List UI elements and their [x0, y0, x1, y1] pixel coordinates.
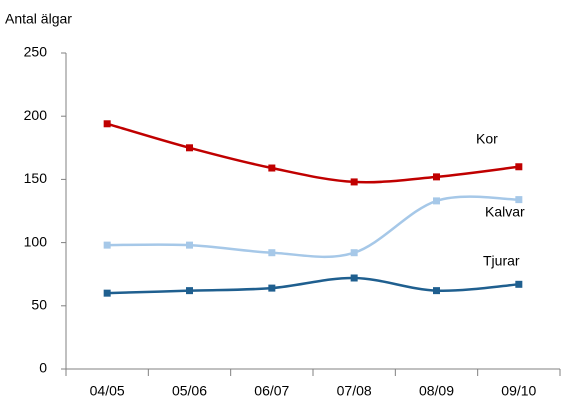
y-tick-label: 100 — [24, 233, 48, 249]
y-axis-label: Antal älgar — [5, 11, 72, 27]
y-tick-label: 0 — [39, 360, 47, 376]
marker — [268, 284, 276, 292]
series-label: Kor — [476, 131, 498, 147]
x-tick-label: 05/06 — [172, 383, 207, 399]
series-line — [107, 276, 519, 295]
series-label: Kalvar — [485, 204, 525, 220]
marker — [186, 287, 193, 295]
marker — [433, 287, 440, 295]
marker — [103, 120, 111, 128]
marker — [515, 280, 523, 288]
y-tick-label: 250 — [24, 44, 48, 60]
marker — [350, 178, 358, 186]
series-label: Tjurar — [483, 253, 520, 269]
y-tick-label: 150 — [24, 170, 48, 186]
series-line — [106, 122, 519, 184]
x-tick-label: 08/09 — [419, 383, 454, 399]
marker — [433, 197, 440, 205]
marker — [515, 196, 523, 204]
marker — [268, 164, 276, 172]
x-tick-label: 07/08 — [337, 383, 372, 399]
marker — [350, 249, 358, 257]
series-line — [107, 195, 519, 259]
x-tick-label: 04/05 — [90, 383, 125, 399]
marker — [103, 289, 111, 297]
y-tick-label: 50 — [31, 297, 47, 313]
y-tick-label: 200 — [24, 107, 48, 123]
marker — [515, 163, 523, 171]
marker — [186, 144, 193, 152]
marker — [268, 249, 276, 257]
x-tick-label: 09/10 — [501, 383, 536, 399]
marker — [350, 274, 358, 282]
x-tick-label: 06/07 — [254, 383, 289, 399]
marker — [186, 241, 193, 249]
marker — [433, 173, 440, 181]
marker — [103, 241, 111, 249]
